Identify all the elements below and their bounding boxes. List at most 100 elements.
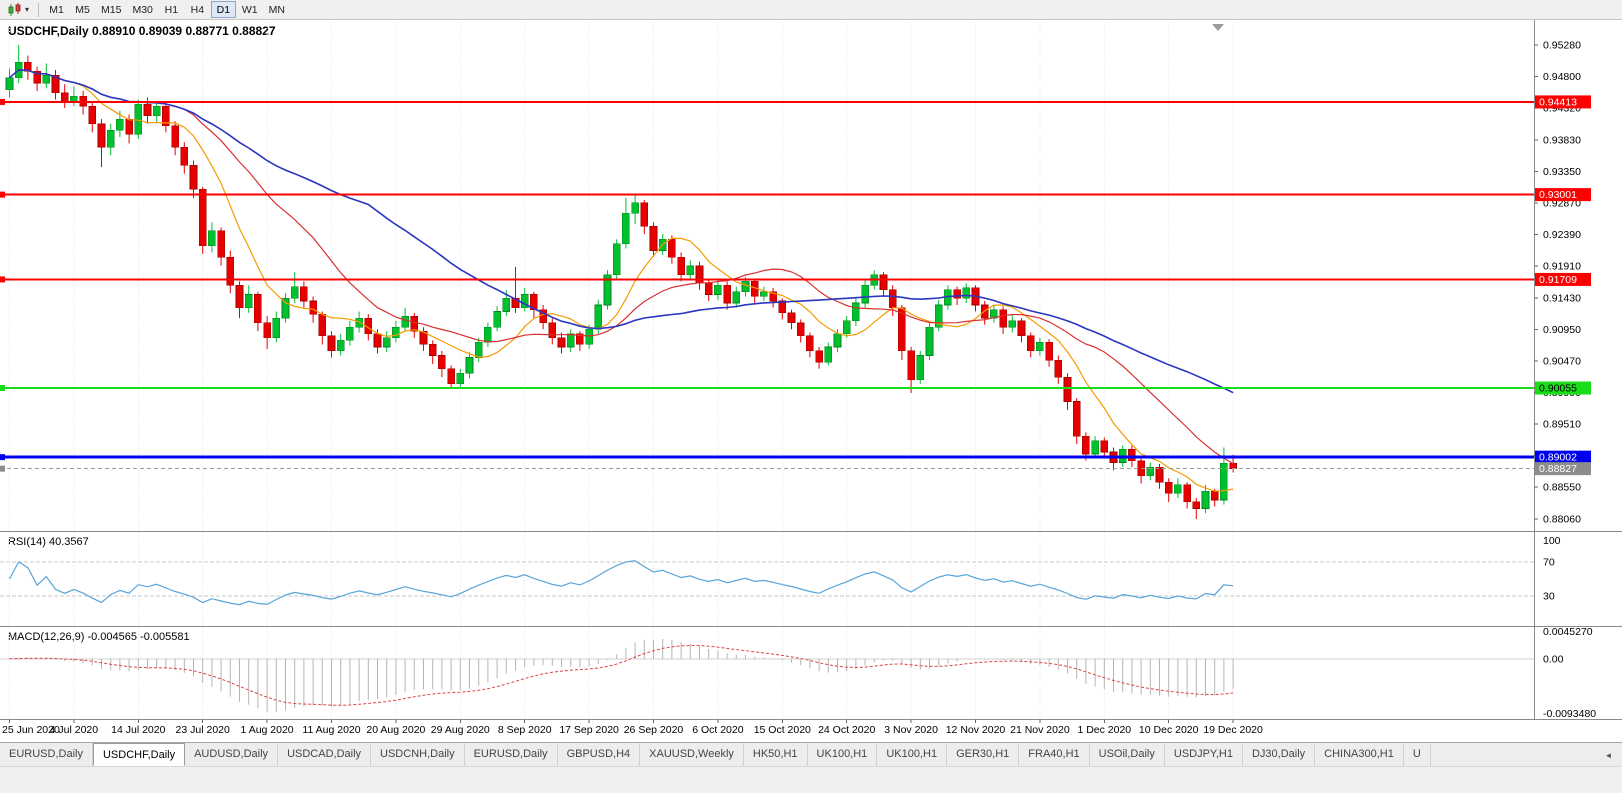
ma-fast-line xyxy=(9,69,1234,492)
price-badge-label: 0.88827 xyxy=(1539,463,1577,475)
macd-panel: 0.0045270 0.00 -0.0093480 xyxy=(0,626,1596,720)
macd-signal-line xyxy=(9,644,1234,706)
candle xyxy=(281,298,290,319)
candle xyxy=(235,284,244,308)
chart-tab-ger30-h1[interactable]: GER30,H1 xyxy=(947,743,1020,766)
chart-tab-usdjpy-h1[interactable]: USDJPY,H1 xyxy=(1164,743,1243,766)
timeframe-button-w1[interactable]: W1 xyxy=(237,1,263,18)
rsi-axis-label: 70 xyxy=(1543,556,1555,568)
date-axis-label: 20 Aug 2020 xyxy=(366,724,425,736)
chart-tab-hk50-h1[interactable]: HK50,H1 xyxy=(743,743,808,766)
chart-tab-xauusd-weekly[interactable]: XAUUSD,Weekly xyxy=(640,743,744,766)
chart-tab-usoil-daily[interactable]: USOil,Daily xyxy=(1089,743,1165,766)
price-axis[interactable]: 0.952800.948000.943200.938300.933500.928… xyxy=(1534,20,1591,719)
macd-axis-label: -0.0093480 xyxy=(1543,708,1596,720)
chart-type-button[interactable]: ▾ xyxy=(3,1,33,19)
price-axis-label: 0.91430 xyxy=(1543,292,1581,304)
candle xyxy=(1054,359,1063,378)
candle xyxy=(1164,481,1173,494)
candle xyxy=(1082,435,1090,455)
candle xyxy=(401,315,409,328)
candle xyxy=(1026,335,1035,352)
price-axis-label: 0.88060 xyxy=(1543,514,1581,526)
chart-tab-usdcad-daily[interactable]: USDCAD,Daily xyxy=(278,743,372,766)
timeframe-button-m1[interactable]: M1 xyxy=(44,1,69,18)
chart-tab-eurusd-daily[interactable]: EURUSD,Daily xyxy=(464,743,558,766)
price-axis-label: 0.91910 xyxy=(1543,261,1581,273)
tabs-scroll-left-button[interactable]: ◄ xyxy=(1600,747,1617,763)
candle xyxy=(447,368,455,385)
candlestick-chart-icon xyxy=(8,2,21,16)
candle xyxy=(373,333,382,348)
chart-tab-fra40-h1[interactable]: FRA40,H1 xyxy=(1019,743,1090,766)
chart-tab-uk100-h1[interactable]: UK100,H1 xyxy=(807,743,878,766)
price-axis-label: 0.94800 xyxy=(1543,71,1581,83)
timeframe-button-h1[interactable]: H1 xyxy=(159,1,184,18)
candle xyxy=(1146,466,1155,476)
candle xyxy=(97,123,106,148)
candle xyxy=(566,333,575,348)
date-axis-label: 3 Nov 2020 xyxy=(884,724,938,736)
candle xyxy=(1100,440,1109,453)
candle xyxy=(152,105,161,117)
candle xyxy=(934,304,943,328)
candle xyxy=(585,328,593,345)
price-badge-label: 0.94413 xyxy=(1539,96,1577,108)
level-left-marker xyxy=(0,98,5,105)
chart-tab-usdcnh-daily[interactable]: USDCNH,Daily xyxy=(371,743,465,766)
rsi-line xyxy=(8,560,1234,606)
date-axis-label: 26 Sep 2020 xyxy=(624,724,684,736)
date-axis-label: 25 Jun 2020 xyxy=(2,724,60,736)
candle xyxy=(493,311,501,328)
candle xyxy=(999,309,1007,328)
candle xyxy=(1128,449,1136,461)
candle xyxy=(962,287,971,299)
candle xyxy=(244,294,253,308)
candle xyxy=(51,74,60,94)
chart-tab-u[interactable]: U xyxy=(1403,743,1431,766)
rsi-label: RSI(14) 40.3567 xyxy=(8,536,89,548)
candle xyxy=(1008,320,1017,328)
price-badge-label: 0.93001 xyxy=(1539,189,1577,201)
timeframe-button-m15[interactable]: M15 xyxy=(96,1,126,18)
timeframe-button-d1[interactable]: D1 xyxy=(210,1,236,18)
candle xyxy=(254,294,262,324)
rsi-axis-label: 30 xyxy=(1543,591,1555,603)
horizontal-level-lines xyxy=(0,98,1534,472)
candle xyxy=(603,274,612,306)
date-axis-label: 4 Jul 2020 xyxy=(50,724,99,736)
candle xyxy=(916,355,925,381)
chart-tab-china300-h1[interactable]: CHINA300,H1 xyxy=(1315,743,1404,766)
timeframe-button-m5[interactable]: M5 xyxy=(70,1,95,18)
candle xyxy=(594,304,603,330)
chart-tab-uk100-h1[interactable]: UK100,H1 xyxy=(877,743,948,766)
candle xyxy=(723,284,731,304)
candle xyxy=(419,330,428,345)
chart-canvas[interactable]: USDCHF,Daily 0.88910 0.89039 0.88771 0.8… xyxy=(0,20,1622,742)
toolbar-separator xyxy=(38,2,40,17)
candle xyxy=(1229,462,1237,469)
chart-tab-gbpusd-h4[interactable]: GBPUSD,H4 xyxy=(557,743,641,766)
timeframe-button-mn[interactable]: MN xyxy=(264,1,290,18)
candle xyxy=(612,243,621,276)
candle xyxy=(1063,376,1072,402)
date-axis-label: 10 Dec 2020 xyxy=(1139,724,1199,736)
chart-tab-usdchf-daily[interactable]: USDCHF,Daily xyxy=(92,743,186,766)
candle xyxy=(198,189,207,247)
status-strip xyxy=(0,766,1622,793)
timeframe-button-h4[interactable]: H4 xyxy=(185,1,210,18)
chart-tab-audusd-daily[interactable]: AUDUSD,Daily xyxy=(185,743,279,766)
timeframe-button-m30[interactable]: M30 xyxy=(127,1,157,18)
price-badge-label: 0.91709 xyxy=(1539,274,1577,286)
candle xyxy=(226,256,235,286)
candle xyxy=(5,77,14,90)
candle xyxy=(143,103,152,117)
candle xyxy=(263,322,271,339)
chart-tab-dj30-daily[interactable]: DJ30,Daily xyxy=(1242,743,1316,766)
chart-tab-eurusd-daily[interactable]: EURUSD,Daily xyxy=(0,743,93,766)
ma-slow-line xyxy=(8,69,1234,394)
rsi-panel: 100 70 30 xyxy=(0,535,1561,606)
candle xyxy=(778,300,787,314)
